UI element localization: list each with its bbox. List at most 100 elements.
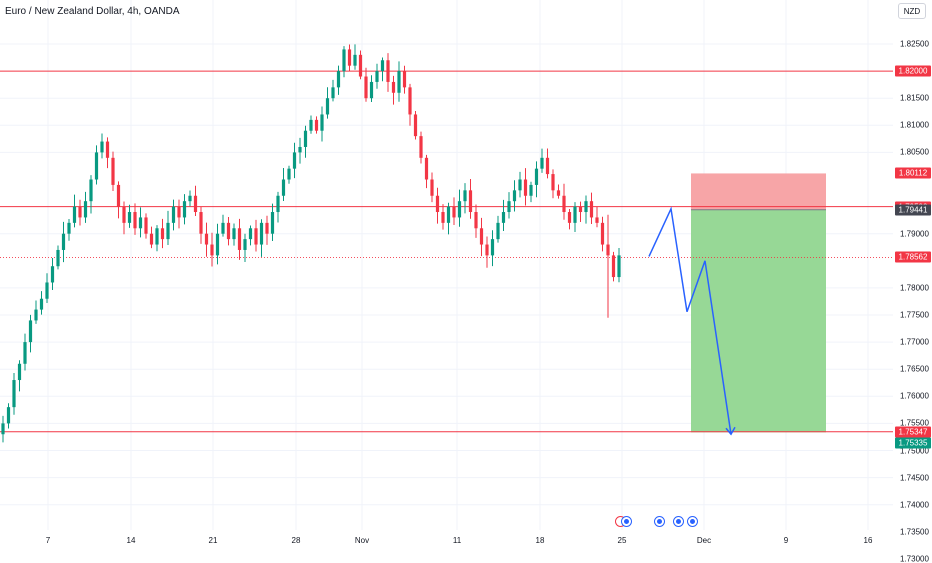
event-dot bbox=[618, 518, 623, 524]
price-badge-resistance-top: 1.82000 bbox=[895, 65, 931, 77]
candle-body bbox=[325, 98, 330, 115]
candle-body bbox=[298, 146, 302, 153]
candle-body bbox=[320, 114, 324, 131]
candle-body bbox=[402, 71, 407, 88]
candle-body bbox=[380, 60, 385, 72]
candle-body bbox=[336, 71, 341, 88]
price-tick-label: 1.76000 bbox=[900, 391, 929, 401]
candle-body bbox=[45, 282, 49, 299]
candle-body bbox=[292, 152, 297, 169]
time-tick-label: 14 bbox=[126, 536, 136, 545]
take-profit-zone bbox=[691, 209, 826, 433]
candle-body bbox=[6, 407, 11, 424]
candle-body bbox=[232, 228, 236, 240]
time-tick-label: 16 bbox=[863, 536, 873, 545]
candle-body bbox=[430, 179, 434, 196]
price-axis[interactable]: NZD 1.82500 1.81500 1.81000 1.80500 1.79000 1… bbox=[893, 0, 932, 563]
currency-button[interactable]: NZD bbox=[898, 3, 926, 19]
time-tick-label: 21 bbox=[208, 536, 218, 545]
candle-body bbox=[391, 81, 396, 93]
candle-body bbox=[512, 190, 517, 202]
event-earnings-icon[interactable] bbox=[654, 516, 665, 527]
candle-body bbox=[567, 212, 572, 223]
candle-body bbox=[105, 141, 110, 158]
candle-body bbox=[617, 255, 621, 278]
candle-body bbox=[215, 233, 220, 256]
candle-body bbox=[446, 206, 451, 223]
candle-body bbox=[485, 244, 489, 256]
time-tick-label: 25 bbox=[617, 536, 627, 545]
time-tick-label: 7 bbox=[45, 536, 51, 545]
candlestick-series bbox=[1, 44, 621, 443]
candle-body bbox=[309, 119, 313, 131]
candle-body bbox=[490, 239, 495, 256]
candle-body bbox=[556, 190, 561, 196]
candle-body bbox=[116, 184, 121, 207]
candle-body bbox=[364, 76, 368, 99]
price-badge-entry: 1.79441 bbox=[895, 204, 931, 216]
price-badge-stop-loss: 1.80112 bbox=[895, 167, 931, 179]
price-tick-label: 1.82500 bbox=[900, 39, 929, 49]
candle-body bbox=[518, 179, 522, 191]
candle-body bbox=[171, 206, 176, 223]
candle-body bbox=[248, 228, 253, 240]
price-tick-label: 1.74000 bbox=[900, 500, 929, 510]
candle-body bbox=[12, 380, 16, 408]
candle-body bbox=[545, 157, 550, 175]
candle-body bbox=[122, 206, 126, 223]
price-tick-label: 1.74500 bbox=[900, 473, 929, 483]
candle-body bbox=[94, 152, 99, 180]
time-axis[interactable]: 7 14 21 28 Nov 11 18 25 Dec 9 16 bbox=[0, 516, 893, 550]
candle-body bbox=[353, 54, 357, 66]
candle-body bbox=[177, 206, 181, 218]
candle-body bbox=[83, 201, 88, 218]
price-tick-label: 1.80500 bbox=[900, 147, 929, 157]
candle-body bbox=[127, 212, 132, 223]
candle-body bbox=[160, 228, 165, 240]
event-earnings-icon[interactable] bbox=[673, 516, 684, 527]
stop-loss-zone bbox=[691, 173, 826, 210]
candle-body bbox=[463, 190, 467, 202]
candle-body bbox=[243, 239, 247, 250]
price-tick-label: 1.73000 bbox=[900, 554, 929, 563]
candle-body bbox=[61, 233, 66, 250]
candle-body bbox=[331, 87, 335, 99]
candle-body bbox=[265, 222, 269, 234]
event-earnings-icon[interactable] bbox=[687, 516, 698, 527]
candle-body bbox=[210, 244, 214, 256]
candle-body bbox=[369, 81, 374, 99]
time-tick-label: Dec bbox=[696, 536, 712, 545]
candle-body bbox=[611, 255, 616, 278]
candle-body bbox=[501, 212, 506, 223]
symbol-title[interactable]: Euro / New Zealand Dollar, 4h, OANDA bbox=[5, 6, 180, 17]
candle-body bbox=[100, 141, 104, 153]
candle-body bbox=[226, 222, 231, 240]
candle-body bbox=[133, 212, 137, 229]
candle-body bbox=[111, 157, 115, 185]
price-chart[interactable] bbox=[0, 0, 893, 530]
event-dot bbox=[657, 518, 662, 524]
candle-body bbox=[474, 212, 478, 229]
time-tick-label: 9 bbox=[783, 536, 789, 545]
candle-body bbox=[397, 71, 401, 93]
candle-body bbox=[221, 222, 225, 234]
candle-body bbox=[600, 222, 605, 245]
candle-body bbox=[149, 233, 154, 245]
event-dot bbox=[690, 518, 695, 524]
candle-body bbox=[39, 298, 44, 310]
candle-body bbox=[523, 179, 528, 196]
candle-body bbox=[254, 228, 258, 245]
event-earnings-icon[interactable] bbox=[621, 516, 632, 527]
candle-body bbox=[50, 266, 55, 283]
candle-body bbox=[193, 195, 198, 213]
candle-body bbox=[237, 228, 242, 250]
candle-body bbox=[529, 184, 533, 196]
candle-body bbox=[507, 201, 511, 213]
candle-body bbox=[452, 206, 456, 218]
event-dot bbox=[624, 518, 629, 524]
candle-body bbox=[28, 320, 33, 343]
chart-area[interactable]: Euro / New Zealand Dollar, 4h, OANDA bbox=[0, 0, 893, 530]
candle-body bbox=[17, 363, 22, 381]
projection-path bbox=[648, 206, 736, 436]
candle-body bbox=[144, 217, 148, 234]
